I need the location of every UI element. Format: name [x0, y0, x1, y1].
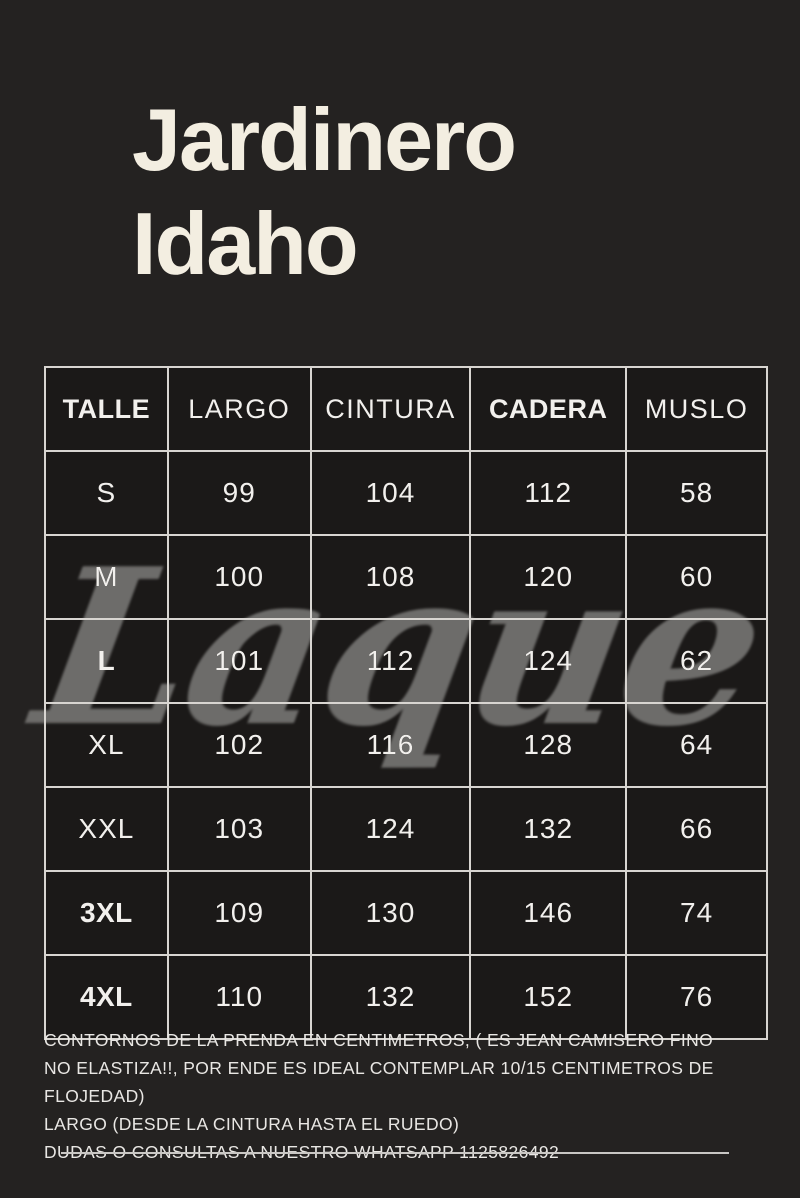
measurement-value: 103	[166, 786, 312, 872]
measurement-value: 101	[166, 618, 312, 704]
measurement-value: 66	[625, 786, 768, 872]
measurement-value: 112	[469, 450, 628, 536]
size-label: L	[44, 618, 169, 704]
measurement-value: 130	[309, 870, 472, 956]
measurement-value: 58	[625, 450, 768, 536]
size-label: XL	[44, 702, 169, 788]
header-row: TALLE LARGO CINTURA CADERA MUSLO	[44, 366, 768, 452]
measurement-value: 128	[469, 702, 628, 788]
measurement-value: 100	[166, 534, 312, 620]
measurement-value: 110	[166, 954, 312, 1040]
measurement-value: 116	[309, 702, 472, 788]
column-header-cintura: CINTURA	[309, 366, 472, 452]
column-header-muslo: MUSLO	[625, 366, 768, 452]
size-label: M	[44, 534, 169, 620]
table-row-xl: XL 102 116 128 64	[44, 702, 768, 788]
table-row-l: L 101 112 124 62	[44, 618, 768, 704]
measurement-value: 132	[309, 954, 472, 1040]
table-row-m: M 100 108 120 60	[44, 534, 768, 620]
size-label: S	[44, 450, 169, 536]
page-title-line1: Jardinero	[132, 90, 517, 189]
measurement-value: 108	[309, 534, 472, 620]
measurement-value: 99	[166, 450, 312, 536]
footer-note-line: FLOJEDAD)	[44, 1086, 145, 1106]
measurement-value: 102	[166, 702, 312, 788]
measurement-value: 104	[309, 450, 472, 536]
size-label: XXL	[44, 786, 169, 872]
measurement-value: 76	[625, 954, 768, 1040]
size-label: 4XL	[44, 954, 169, 1040]
measurement-value: 74	[625, 870, 768, 956]
column-header-talle: TALLE	[44, 366, 169, 452]
measurement-value: 146	[469, 870, 628, 956]
footer-note-line: NO ELASTIZA!!, POR ENDE ES IDEAL CONTEMP…	[44, 1058, 714, 1078]
size-label: 3XL	[44, 870, 169, 956]
measurement-value: 120	[469, 534, 628, 620]
measurement-value: 60	[625, 534, 768, 620]
measurement-value: 124	[309, 786, 472, 872]
column-header-largo: LARGO	[166, 366, 312, 452]
size-table-header: TALLE LARGO CINTURA CADERA MUSLO	[44, 366, 768, 452]
footer-notes: CONTORNOS DE LA PRENDA EN CENTIMETROS, (…	[44, 1026, 760, 1166]
measurement-value: 152	[469, 954, 628, 1040]
footer-note-line: LARGO (DESDE LA CINTURA HASTA EL RUEDO)	[44, 1114, 460, 1134]
measurement-value: 132	[469, 786, 628, 872]
page-title-line2: Idaho	[132, 194, 359, 293]
size-table-body: S 99 104 112 58 M 100 108 120 60 L 101 112 124 62 XL 102…	[44, 450, 768, 1040]
page-title: Jardinero Idaho	[132, 88, 517, 296]
measurement-value: 64	[625, 702, 768, 788]
measurement-value: 112	[309, 618, 472, 704]
table-row-4xl: 4XL 110 132 152 76	[44, 954, 768, 1040]
measurement-value: 124	[469, 618, 628, 704]
measurement-value: 62	[625, 618, 768, 704]
column-header-cadera: CADERA	[469, 366, 628, 452]
footer-divider	[61, 1152, 729, 1154]
table-row-xxl: XXL 103 124 132 66	[44, 786, 768, 872]
size-table: TALLE LARGO CINTURA CADERA MUSLO S 99 104 112 58…	[44, 366, 768, 1040]
table-row-s: S 99 104 112 58	[44, 450, 768, 536]
measurement-value: 109	[166, 870, 312, 956]
footer-note-line: CONTORNOS DE LA PRENDA EN CENTIMETROS, (…	[44, 1030, 714, 1050]
table-row-3xl: 3XL 109 130 146 74	[44, 870, 768, 956]
